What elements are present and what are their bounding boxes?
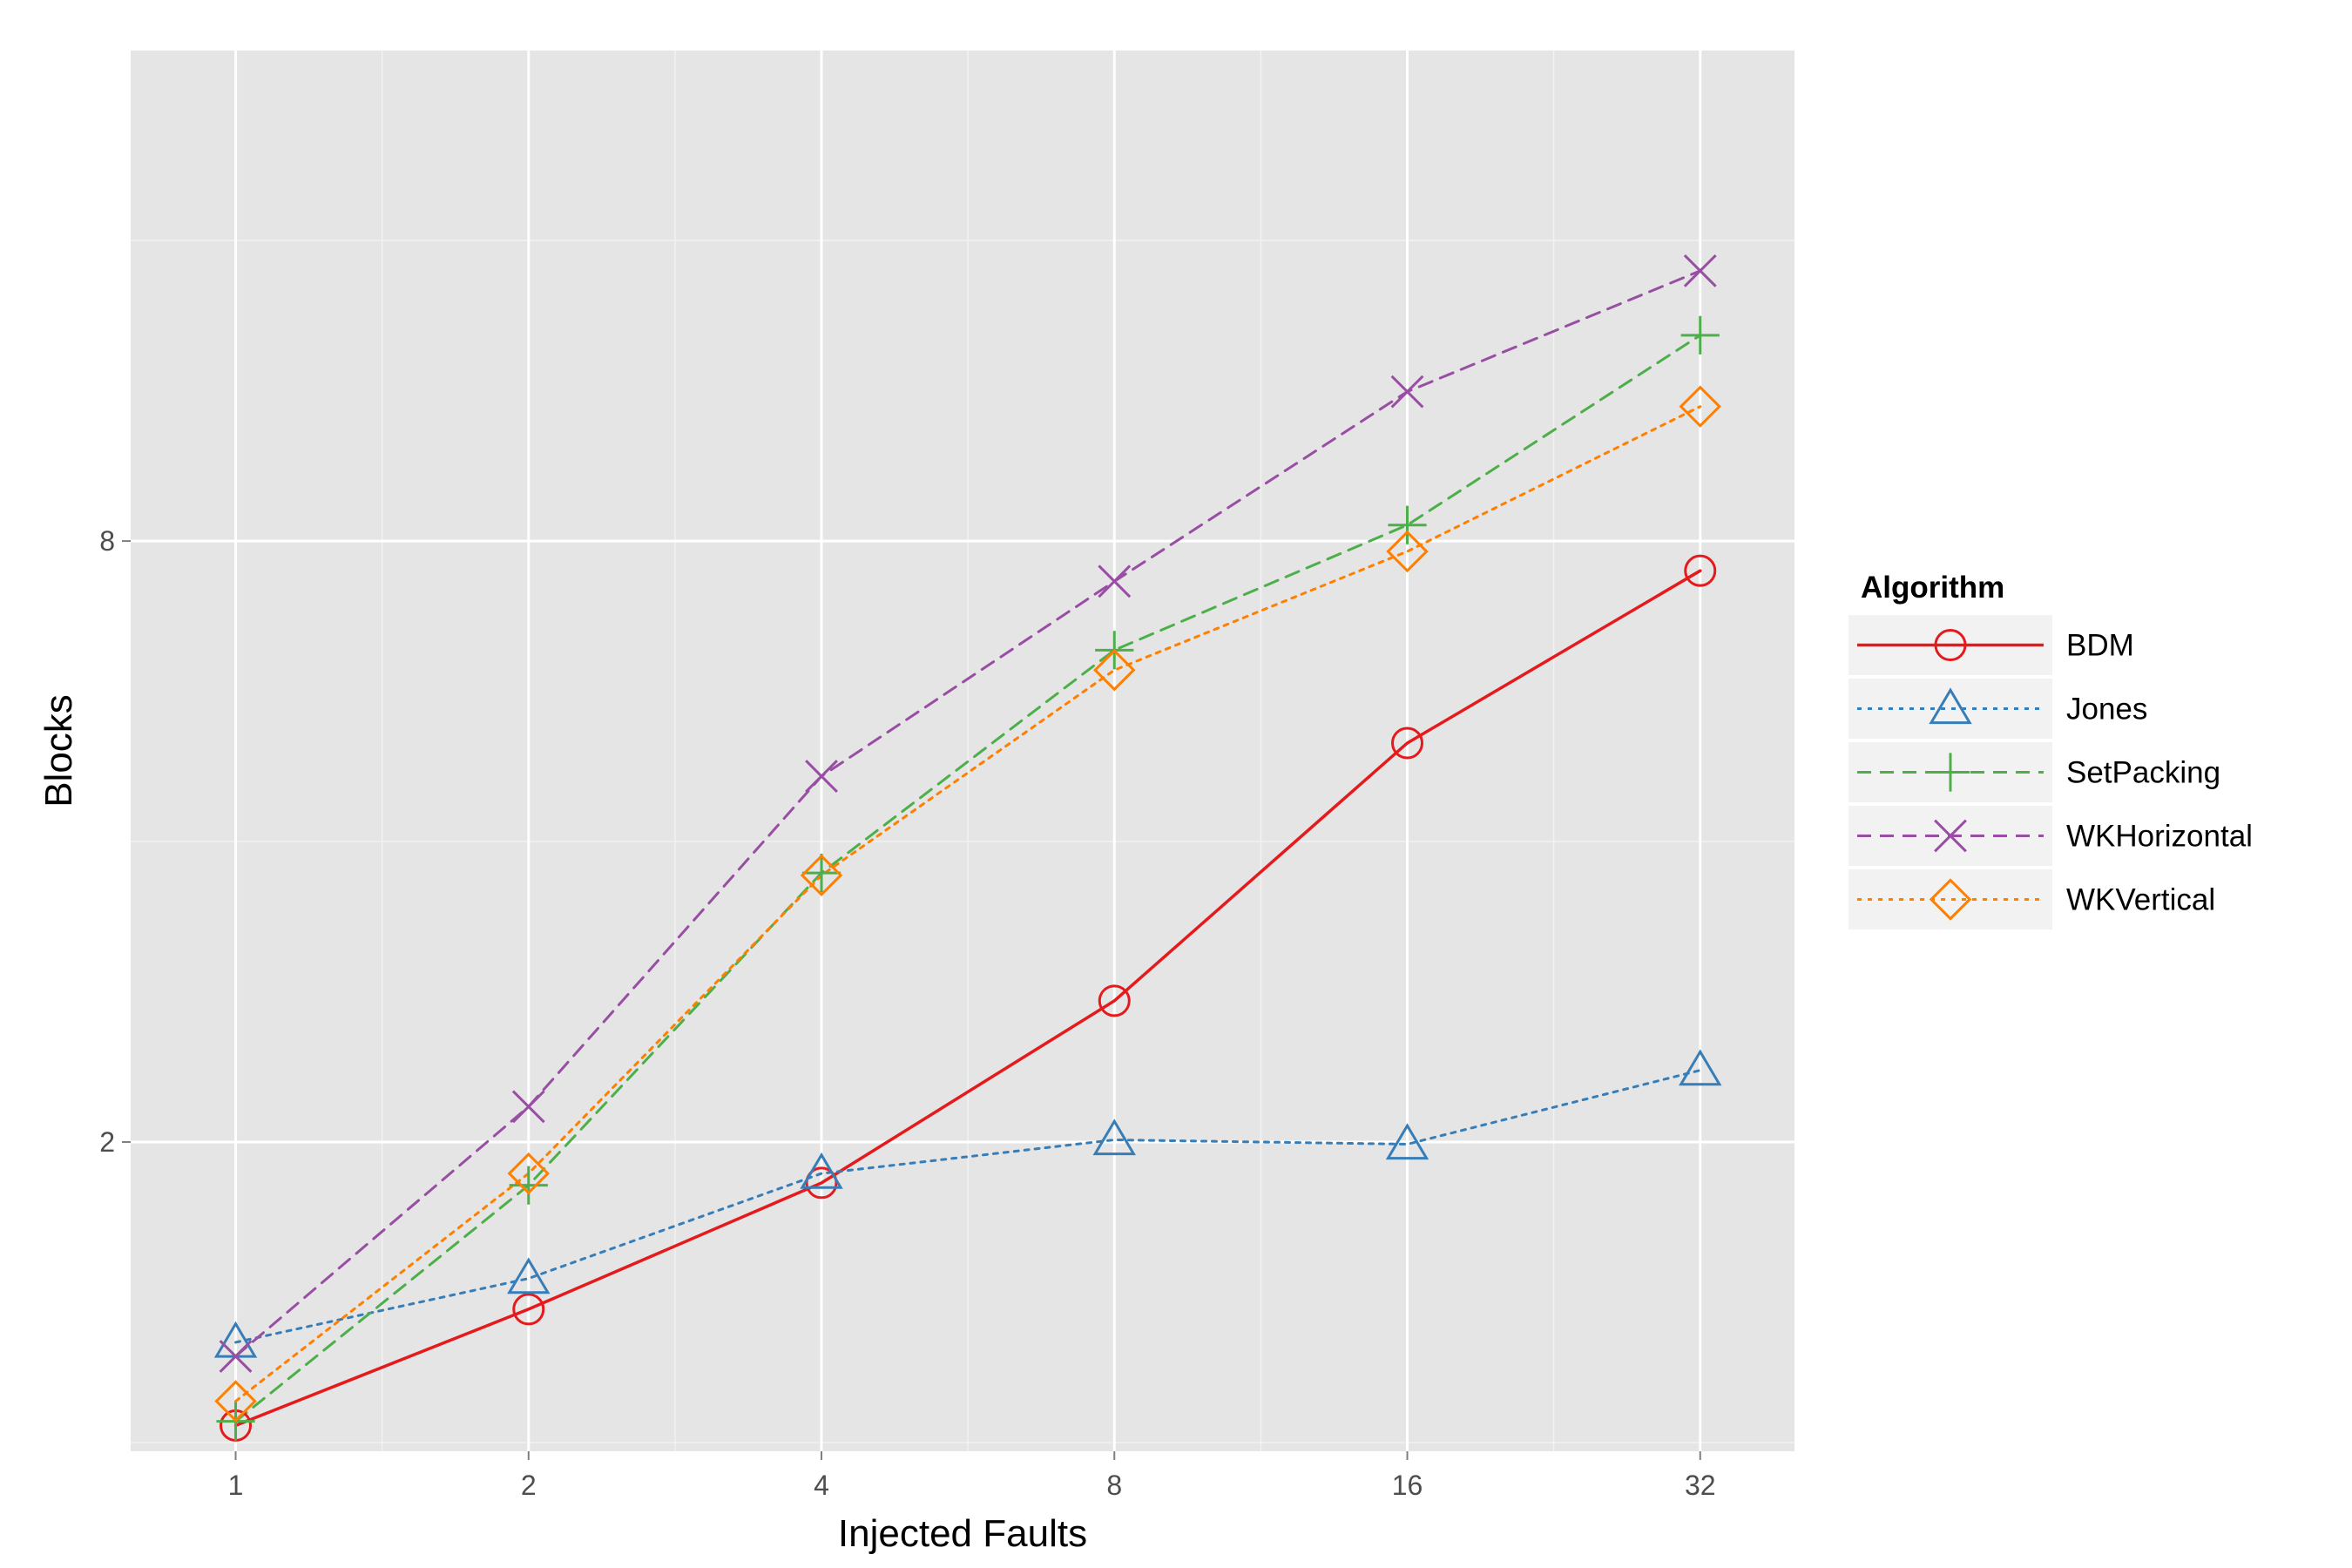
series-line-jones	[234, 1069, 1702, 1344]
series-line-wkhorizontal	[234, 269, 1702, 1358]
series-line-setpacking	[234, 334, 1702, 1423]
data-point-setpacking	[509, 1166, 548, 1205]
data-point-bdm	[512, 1293, 545, 1326]
x-tick-label: 1	[228, 1470, 244, 1501]
x-axis-title: Injected Faults	[838, 1512, 1087, 1555]
axis-ticks	[122, 540, 1701, 1460]
data-point-wkvertical	[1093, 649, 1136, 692]
data-point-wkhorizontal	[1683, 253, 1717, 287]
y-tick-label: 8	[99, 525, 115, 557]
series-markers	[213, 253, 1722, 1442]
y-tick-label: 2	[99, 1126, 115, 1158]
data-point-wkvertical	[800, 854, 843, 897]
legend-label-wkvertical: WKVertical	[2066, 883, 2215, 917]
y-axis-title: Blocks	[37, 694, 80, 808]
legend-label-jones: Jones	[2066, 693, 2147, 727]
legend-label-setpacking: SetPacking	[2066, 756, 2220, 790]
data-point-jones	[1092, 1119, 1136, 1156]
minor-grid	[131, 51, 1794, 1451]
legend-key-marker-wkvertical	[1929, 878, 1972, 921]
data-point-wkhorizontal	[805, 760, 838, 794]
data-point-bdm	[805, 1166, 838, 1200]
data-point-setpacking	[1388, 505, 1427, 544]
data-point-wkvertical	[1679, 385, 1721, 428]
data-point-wkhorizontal	[511, 1090, 545, 1124]
x-tick-label: 4	[814, 1470, 829, 1501]
data-point-jones	[1679, 1049, 1722, 1086]
data-point-wkhorizontal	[219, 1340, 253, 1373]
x-tick-label: 32	[1685, 1470, 1716, 1501]
data-point-wkhorizontal	[1098, 564, 1132, 598]
legend-label-wkhorizontal: WKHorizontal	[2066, 820, 2253, 854]
series-line-bdm	[233, 569, 1702, 1428]
legend-key-marker-wkhorizontal	[1934, 819, 1967, 853]
tick-labels: 1 2 4 8 16 32 2 8	[99, 525, 1715, 1501]
data-point-setpacking	[801, 854, 841, 893]
data-point-jones	[507, 1257, 551, 1294]
data-point-bdm	[1391, 727, 1424, 760]
data-point-bdm	[1098, 984, 1131, 1017]
legend-key-marker-bdm	[1934, 629, 1967, 661]
legend-key-marker-setpacking	[1930, 753, 1970, 792]
legend-key-marker-jones	[1929, 687, 1972, 725]
data-point-wkvertical	[507, 1152, 550, 1195]
legend-label-bdm: BDM	[2066, 629, 2134, 663]
x-tick-label: 8	[1106, 1470, 1122, 1501]
data-point-setpacking	[1680, 315, 1720, 355]
data-point-bdm	[1684, 554, 1717, 587]
legend: Algorithm BDM Jones SetPacking WKHorizontal…	[1848, 571, 2253, 929]
data-point-wkhorizontal	[1390, 375, 1424, 409]
legend-title: Algorithm	[1861, 571, 2004, 605]
data-point-jones	[1385, 1123, 1429, 1160]
plot-panel	[131, 51, 1794, 1451]
series-line-wkvertical	[234, 405, 1702, 1403]
data-point-wkvertical	[214, 1380, 257, 1423]
major-grid	[131, 51, 1794, 1451]
data-point-jones	[800, 1152, 843, 1189]
legend-items: BDM Jones SetPacking WKHorizontal WKVertical	[1848, 615, 2253, 929]
x-tick-label: 16	[1392, 1470, 1423, 1501]
series-lines	[233, 269, 1702, 1428]
data-point-wkvertical	[1386, 530, 1429, 573]
x-tick-label: 2	[521, 1470, 537, 1501]
